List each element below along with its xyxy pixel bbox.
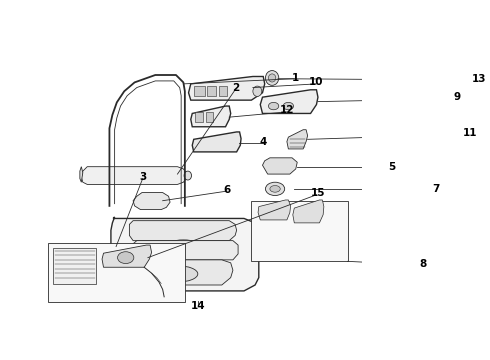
Text: 12: 12 — [280, 105, 294, 116]
Bar — [53, 248, 96, 284]
Ellipse shape — [118, 252, 134, 264]
Bar — [48, 243, 185, 302]
Ellipse shape — [283, 102, 294, 110]
Text: 11: 11 — [463, 128, 478, 138]
Bar — [195, 86, 205, 96]
Ellipse shape — [270, 185, 280, 192]
Polygon shape — [111, 217, 259, 291]
Bar — [251, 201, 347, 261]
Text: 6: 6 — [223, 185, 231, 195]
Polygon shape — [260, 90, 318, 113]
Bar — [207, 86, 216, 96]
Polygon shape — [258, 200, 291, 220]
Polygon shape — [263, 158, 297, 174]
Ellipse shape — [165, 240, 202, 253]
Ellipse shape — [157, 266, 198, 282]
Polygon shape — [129, 221, 237, 240]
Polygon shape — [133, 193, 170, 210]
Polygon shape — [293, 200, 324, 223]
Text: 4: 4 — [260, 136, 267, 147]
Text: 8: 8 — [419, 259, 427, 269]
Text: 2: 2 — [232, 83, 240, 93]
Text: 3: 3 — [139, 172, 147, 182]
Ellipse shape — [253, 86, 262, 96]
Polygon shape — [191, 106, 231, 127]
Text: 15: 15 — [311, 188, 325, 198]
Polygon shape — [189, 76, 265, 100]
Polygon shape — [132, 240, 238, 260]
Text: 10: 10 — [309, 77, 324, 87]
Ellipse shape — [266, 71, 279, 85]
Ellipse shape — [269, 74, 276, 82]
Text: 5: 5 — [388, 162, 395, 172]
Text: 9: 9 — [453, 92, 461, 102]
Text: 14: 14 — [191, 301, 205, 311]
Bar — [195, 112, 202, 122]
Text: 7: 7 — [433, 184, 440, 194]
Ellipse shape — [184, 171, 192, 180]
Ellipse shape — [269, 102, 279, 110]
Polygon shape — [120, 260, 233, 285]
Ellipse shape — [266, 182, 285, 195]
Polygon shape — [81, 167, 186, 184]
Polygon shape — [192, 132, 241, 152]
Text: 1: 1 — [292, 73, 299, 83]
Polygon shape — [102, 245, 151, 267]
Bar — [219, 86, 227, 96]
Polygon shape — [80, 167, 83, 182]
Text: 13: 13 — [472, 74, 487, 84]
Polygon shape — [287, 130, 308, 149]
Bar — [206, 112, 213, 122]
